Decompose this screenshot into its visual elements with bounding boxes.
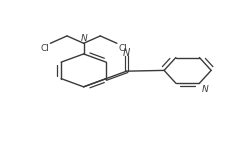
Text: Cl: Cl — [118, 44, 127, 53]
Text: N: N — [80, 34, 87, 43]
Text: Cl: Cl — [40, 44, 49, 53]
Text: N: N — [201, 85, 208, 94]
Text: N: N — [123, 49, 130, 58]
